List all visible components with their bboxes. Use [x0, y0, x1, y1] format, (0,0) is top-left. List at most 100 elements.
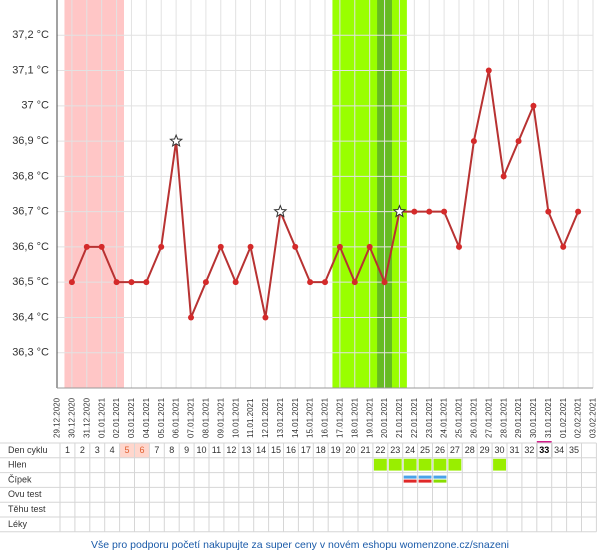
cycle-day: 22	[375, 445, 385, 455]
temperature-point	[426, 208, 433, 215]
x-tick-label: 08.01.2021	[201, 397, 210, 438]
temperature-point	[545, 208, 552, 215]
temperature-point	[68, 279, 75, 286]
period-day-cell	[134, 443, 150, 458]
row-label: Ovu test	[8, 489, 42, 499]
temperature-point	[351, 279, 358, 286]
temperature-point	[262, 314, 269, 321]
temperature-point	[381, 279, 388, 286]
x-tick-label: 30.12.2020	[67, 397, 76, 438]
row-label: Těhu test	[8, 504, 46, 514]
x-tick-label: 25.01.2021	[455, 397, 464, 438]
x-tick-label: 07.01.2021	[187, 397, 196, 438]
x-tick-label: 12.01.2021	[261, 397, 270, 438]
x-tick-label: 22.01.2021	[410, 397, 419, 438]
cycle-day: 7	[154, 445, 159, 455]
footer-link[interactable]: Vše pro podporu početí nakupujte za supe…	[91, 539, 509, 551]
temperature-point	[217, 243, 224, 250]
x-tick-label: 01.02.2021	[559, 397, 568, 438]
temperature-point	[202, 279, 209, 286]
row-label: Hlen	[8, 460, 27, 470]
x-tick-label: 15.01.2021	[306, 397, 315, 438]
cycle-day: 13	[241, 445, 251, 455]
temperature-point	[560, 243, 567, 250]
y-tick-label: 37,1 °C	[12, 64, 49, 76]
cycle-day: 21	[360, 445, 370, 455]
cycle-day: 27	[450, 445, 460, 455]
cycle-day: 26	[435, 445, 445, 455]
x-tick-label: 05.01.2021	[157, 397, 166, 438]
cycle-day: 35	[569, 445, 579, 455]
x-tick-label: 28.01.2021	[499, 397, 508, 438]
cycle-day: 17	[301, 445, 311, 455]
cycle-day: 18	[316, 445, 326, 455]
x-tick-label: 16.01.2021	[321, 397, 330, 438]
y-tick-label: 37 °C	[21, 100, 49, 112]
cycle-day: 20	[346, 445, 356, 455]
y-tick-label: 36,5 °C	[12, 276, 49, 288]
x-tick-label: 02.02.2021	[574, 397, 583, 438]
x-tick-label: 04.01.2021	[142, 397, 151, 438]
temperature-point	[485, 67, 492, 74]
x-tick-label: 26.01.2021	[469, 397, 478, 438]
y-tick-label: 36,8 °C	[12, 170, 49, 182]
x-tick-label: 01.01.2021	[97, 397, 106, 438]
temperature-point	[441, 208, 448, 215]
temperature-point	[158, 243, 165, 250]
hlen-cell	[418, 458, 432, 471]
temperature-point	[515, 138, 522, 145]
cipek-mark	[403, 479, 417, 483]
x-tick-label: 10.01.2021	[231, 397, 240, 438]
cipek-mark	[418, 475, 432, 479]
temperature-point	[98, 243, 105, 250]
x-tick-label: 03.01.2021	[127, 397, 136, 438]
x-tick-label: 18.01.2021	[350, 397, 359, 438]
x-tick-label: 30.01.2021	[529, 397, 538, 438]
cycle-band	[64, 0, 124, 388]
temperature-point	[83, 243, 90, 250]
y-tick-label: 37,2 °C	[12, 29, 49, 41]
cycle-day: 24	[405, 445, 415, 455]
hlen-cell	[373, 458, 387, 471]
temperature-point	[456, 243, 462, 250]
row-label: Léky	[8, 519, 28, 529]
cycle-day: 2	[80, 445, 85, 455]
cycle-day: 10	[197, 445, 207, 455]
cycle-day: 16	[286, 445, 296, 455]
cycle-day: 30	[495, 445, 505, 455]
cycle-day: 34	[554, 445, 564, 455]
temperature-point	[336, 243, 343, 250]
cycle-day: 14	[256, 445, 266, 455]
cycle-day: 4	[110, 445, 115, 455]
temperature-point	[128, 279, 135, 286]
hlen-cell	[448, 458, 462, 471]
period-day-cell	[119, 443, 135, 458]
cipek-mark	[433, 475, 447, 479]
temperature-point	[411, 208, 418, 215]
y-tick-label: 36,9 °C	[12, 135, 49, 147]
cycle-day: 11	[212, 445, 221, 455]
x-tick-label: 09.01.2021	[216, 397, 225, 438]
temperature-point	[470, 138, 477, 145]
cycle-day: 25	[420, 445, 430, 455]
hlen-cell	[403, 458, 417, 471]
cycle-day: 29	[480, 445, 490, 455]
temperature-point	[322, 279, 328, 286]
x-tick-label: 29.01.2021	[514, 397, 523, 438]
x-tick-label: 23.01.2021	[425, 397, 434, 438]
temperature-point	[575, 208, 582, 215]
hlen-cell	[493, 458, 506, 471]
temperature-point	[307, 279, 314, 286]
x-tick-label: 03.02.2021	[589, 397, 598, 438]
x-tick-label: 29.12.2020	[53, 397, 62, 438]
star-point	[169, 133, 184, 148]
x-tick-label: 31.01.2021	[544, 397, 553, 438]
cycle-day: 15	[271, 445, 281, 455]
temperature-point	[232, 279, 239, 286]
y-tick-label: 36,7 °C	[12, 206, 49, 218]
hlen-cell	[433, 458, 447, 471]
cycle-day: 1	[65, 445, 70, 455]
temperature-point	[143, 279, 150, 286]
cipek-mark	[403, 475, 417, 479]
